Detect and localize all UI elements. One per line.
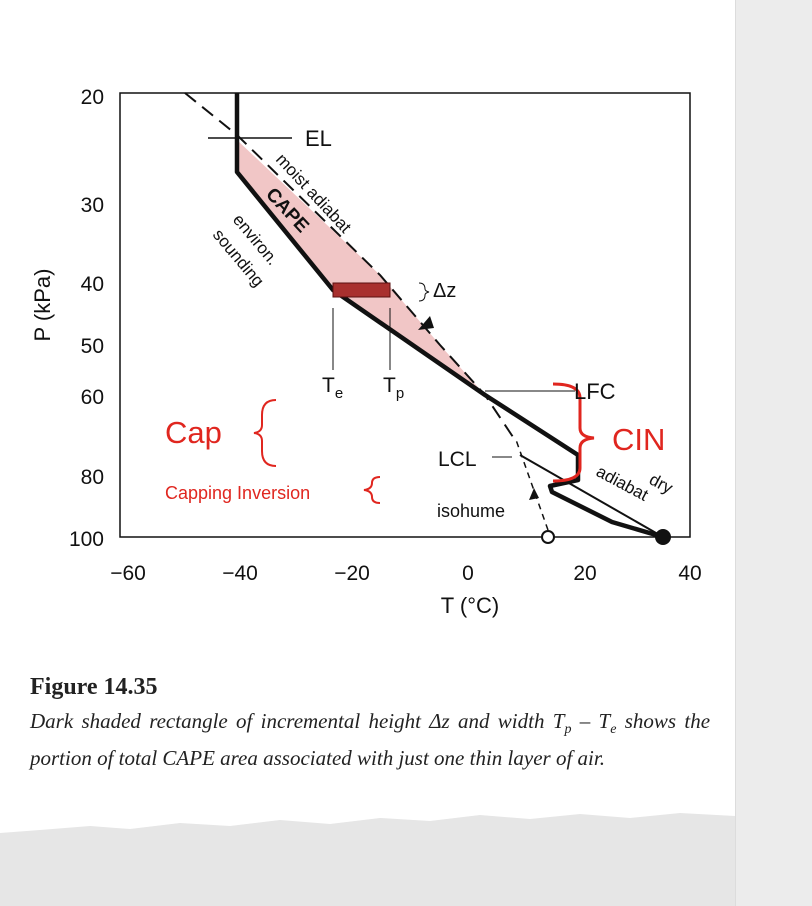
caption-text: Dark shaded rectangle of incremental hei… xyxy=(30,709,553,733)
y-tick-label: 80 xyxy=(81,466,104,489)
el-label: EL xyxy=(305,126,332,151)
caption-symbol: T xyxy=(552,709,565,733)
lcl-label: LCL xyxy=(438,448,477,471)
te-main: T xyxy=(322,374,335,397)
surface-point xyxy=(655,529,671,545)
x-tick-label: −40 xyxy=(222,562,258,585)
arrow xyxy=(418,316,434,330)
dry-label: dry xyxy=(646,470,676,498)
layer-rectangle xyxy=(332,282,391,298)
cap-label: Cap xyxy=(165,415,222,450)
te-label: Te xyxy=(322,374,343,402)
x-ticks: −60 −40 −20 0 20 40 xyxy=(110,562,701,585)
cin-label: CIN xyxy=(612,422,665,457)
isohume-label: isohume xyxy=(437,501,505,521)
plot-frame xyxy=(119,92,691,538)
cape-area xyxy=(237,140,485,395)
caption-text: – xyxy=(571,709,599,733)
caption-body: Dark shaded rectangle of incremental hei… xyxy=(30,707,710,772)
arrow xyxy=(529,488,539,500)
side-panel xyxy=(735,0,812,906)
x-tick-label: −20 xyxy=(334,562,370,585)
x-tick-label: 40 xyxy=(678,562,701,585)
x-tick-label: 20 xyxy=(573,562,596,585)
caption-text: shows the portion of total CAPE area ass… xyxy=(30,709,711,771)
tp-label: Tp xyxy=(383,374,404,402)
cap-brace xyxy=(253,399,277,467)
environment-sounding xyxy=(234,93,664,540)
x-axis-label: T (°C) xyxy=(441,593,500,618)
caption-title: Figure 14.35 xyxy=(30,674,158,700)
capping-inversion-label: Capping Inversion xyxy=(165,483,310,503)
figure: 20 30 40 50 60 80 100 −60 −40 −20 0 20 40 P (kPa) T… xyxy=(0,86,735,906)
caption-subscript: p xyxy=(564,722,572,738)
y-tick-label: 30 xyxy=(81,194,104,217)
y-tick-label: 20 xyxy=(81,86,104,109)
te-sub: e xyxy=(335,385,343,402)
x-tick-label: 0 xyxy=(462,562,474,585)
dewpoint-point xyxy=(541,530,555,544)
y-tick-label: 60 xyxy=(81,386,104,409)
moist-adiabat xyxy=(184,92,516,441)
dz-brace xyxy=(418,282,430,302)
caption-subscript: e xyxy=(610,722,617,738)
dz-label: Δz xyxy=(433,280,456,302)
dry-adiabat xyxy=(519,454,664,538)
y-tick-label: 40 xyxy=(81,273,104,296)
y-tick-label: 100 xyxy=(69,528,104,551)
cin-brace xyxy=(552,382,595,483)
y-tick-label: 50 xyxy=(81,335,104,358)
caption-symbol: T xyxy=(598,709,611,733)
tp-main: T xyxy=(383,374,396,397)
x-tick-label: −60 xyxy=(110,562,146,585)
y-axis-label: P (kPa) xyxy=(30,269,55,342)
adiabat-label: adiabat xyxy=(593,462,651,505)
capping-brace xyxy=(363,476,381,504)
caption: Figure 14.35 Dark shaded rectangle of in… xyxy=(30,674,710,772)
lfc-label: LFC xyxy=(574,379,616,404)
tp-sub: p xyxy=(396,385,404,402)
isohume-line xyxy=(514,436,549,531)
paper-edge xyxy=(0,813,735,906)
y-ticks: 20 30 40 50 60 80 100 xyxy=(69,86,104,551)
